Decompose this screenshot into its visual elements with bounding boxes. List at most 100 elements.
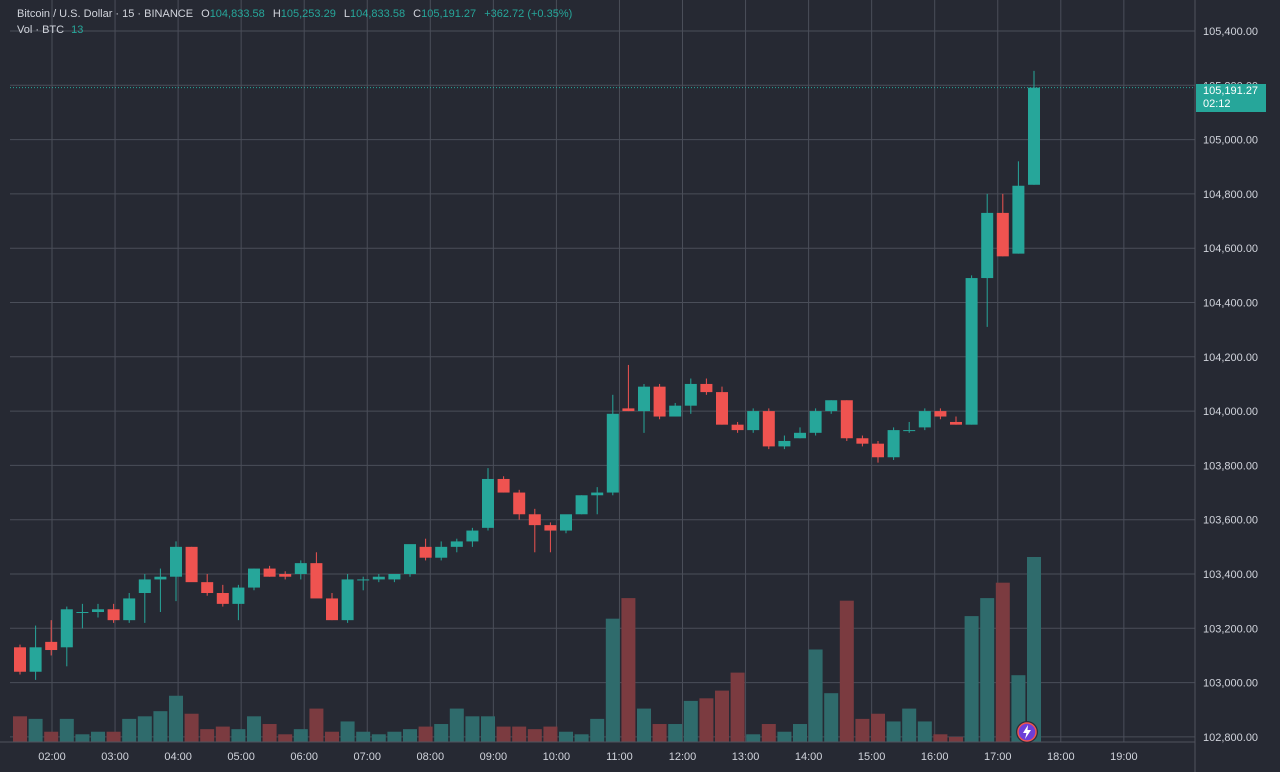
candle-body bbox=[435, 546, 448, 558]
candle-body bbox=[544, 525, 557, 531]
close-label: C bbox=[413, 8, 422, 20]
candle-body bbox=[388, 574, 401, 580]
volume-bar bbox=[761, 724, 776, 742]
volume-bar bbox=[262, 724, 277, 742]
candle-body bbox=[918, 411, 931, 428]
x-tick-label: 05:00 bbox=[227, 751, 255, 763]
open-label: O bbox=[201, 8, 210, 20]
volume-bar bbox=[387, 731, 402, 742]
volume-bar bbox=[621, 598, 636, 742]
volume-bar bbox=[886, 721, 901, 742]
volume-bar bbox=[122, 718, 137, 742]
candle-body bbox=[560, 514, 572, 531]
volume-bar bbox=[106, 731, 121, 742]
volume-label[interactable]: Vol · BTC bbox=[17, 24, 65, 36]
volume-bar bbox=[309, 708, 324, 742]
candle-body bbox=[29, 647, 42, 672]
candle-body bbox=[60, 609, 73, 648]
candle-body bbox=[887, 430, 900, 458]
candle-body bbox=[809, 411, 822, 433]
candle-body bbox=[185, 546, 198, 583]
volume-bar bbox=[527, 729, 542, 742]
open-value: 104,833.58 bbox=[209, 8, 265, 20]
candle-body bbox=[856, 438, 869, 444]
candle-body bbox=[872, 443, 884, 458]
x-tick-label: 14:00 bbox=[795, 751, 823, 763]
lightning-bolt-icon[interactable] bbox=[1016, 721, 1038, 743]
candle-body bbox=[357, 579, 370, 581]
candle-body bbox=[747, 411, 760, 431]
volume-bar bbox=[637, 708, 651, 742]
candle-body bbox=[965, 278, 978, 425]
volume-bar bbox=[356, 731, 371, 742]
candle-body bbox=[731, 424, 744, 431]
volume-bar bbox=[449, 708, 464, 742]
candle-body bbox=[825, 400, 838, 412]
volume-bar bbox=[247, 716, 261, 742]
volume-bar bbox=[793, 724, 807, 742]
candle-body bbox=[14, 647, 26, 672]
last-price-tag: 105,191.27 02:12 bbox=[1196, 84, 1266, 112]
y-tick-label: 103,000.00 bbox=[1203, 678, 1258, 690]
candle-body bbox=[684, 383, 697, 406]
volume-bar bbox=[590, 718, 605, 742]
volume-bar bbox=[403, 729, 417, 742]
volume-bar bbox=[465, 716, 480, 742]
y-tick-label: 103,400.00 bbox=[1203, 569, 1258, 581]
x-tick-label: 08:00 bbox=[417, 751, 445, 763]
candle-body bbox=[419, 546, 432, 558]
candle-body bbox=[653, 386, 666, 417]
volume-bar bbox=[184, 713, 199, 742]
volume-bar bbox=[28, 718, 43, 742]
symbol-title[interactable]: Bitcoin / U.S. Dollar · 15 · BINANCE bbox=[17, 8, 194, 20]
x-tick-label: 07:00 bbox=[353, 751, 381, 763]
x-tick-label: 10:00 bbox=[543, 751, 571, 763]
x-tick-label: 06:00 bbox=[290, 751, 318, 763]
candle-body bbox=[934, 411, 947, 417]
candle-body bbox=[372, 576, 385, 580]
x-tick-label: 13:00 bbox=[732, 751, 760, 763]
candle-body bbox=[154, 576, 167, 580]
ohlc-row: Bitcoin / U.S. Dollar · 15 · BINANCE O10… bbox=[17, 6, 572, 22]
volume-bar bbox=[13, 716, 27, 742]
volume-bar bbox=[699, 698, 714, 742]
candle-body bbox=[1028, 87, 1040, 185]
candle-body bbox=[575, 495, 588, 515]
candle-body bbox=[450, 541, 463, 547]
volume-bar bbox=[200, 729, 215, 742]
candle-body bbox=[482, 478, 494, 528]
y-tick-label: 104,400.00 bbox=[1203, 298, 1258, 310]
x-tick-label: 12:00 bbox=[669, 751, 697, 763]
volume-bar bbox=[777, 731, 792, 742]
volume-row: Vol · BTC 13 bbox=[17, 22, 572, 38]
high-value: 105,253.29 bbox=[280, 8, 336, 20]
low-label: L bbox=[343, 8, 351, 20]
y-tick-label: 105,000.00 bbox=[1203, 135, 1258, 147]
volume-bar bbox=[683, 700, 698, 742]
volume-bar bbox=[325, 731, 339, 742]
close-value: 105,191.27 bbox=[421, 8, 477, 20]
y-tick-label: 105,400.00 bbox=[1203, 26, 1258, 38]
candle-body bbox=[123, 598, 136, 621]
candle-body bbox=[404, 544, 416, 574]
volume-bar bbox=[137, 716, 152, 742]
x-tick-label: 15:00 bbox=[858, 751, 886, 763]
candle-body bbox=[466, 530, 479, 542]
x-tick-label: 19:00 bbox=[1110, 751, 1138, 763]
change-value: +362.72 (+0.35%) bbox=[484, 8, 573, 20]
x-tick-label: 04:00 bbox=[164, 751, 192, 763]
volume-bar bbox=[75, 734, 90, 742]
volume-bar bbox=[871, 713, 885, 742]
candle-body bbox=[950, 421, 962, 425]
volume-bar bbox=[964, 616, 979, 742]
volume-bar bbox=[44, 731, 59, 742]
candle-body bbox=[591, 492, 604, 496]
volume-bar bbox=[481, 716, 495, 742]
candle-body bbox=[778, 440, 791, 447]
candle-body bbox=[263, 568, 276, 577]
candle-body bbox=[622, 408, 635, 412]
bar-countdown: 02:12 bbox=[1203, 98, 1231, 110]
volume-bar bbox=[574, 734, 589, 742]
